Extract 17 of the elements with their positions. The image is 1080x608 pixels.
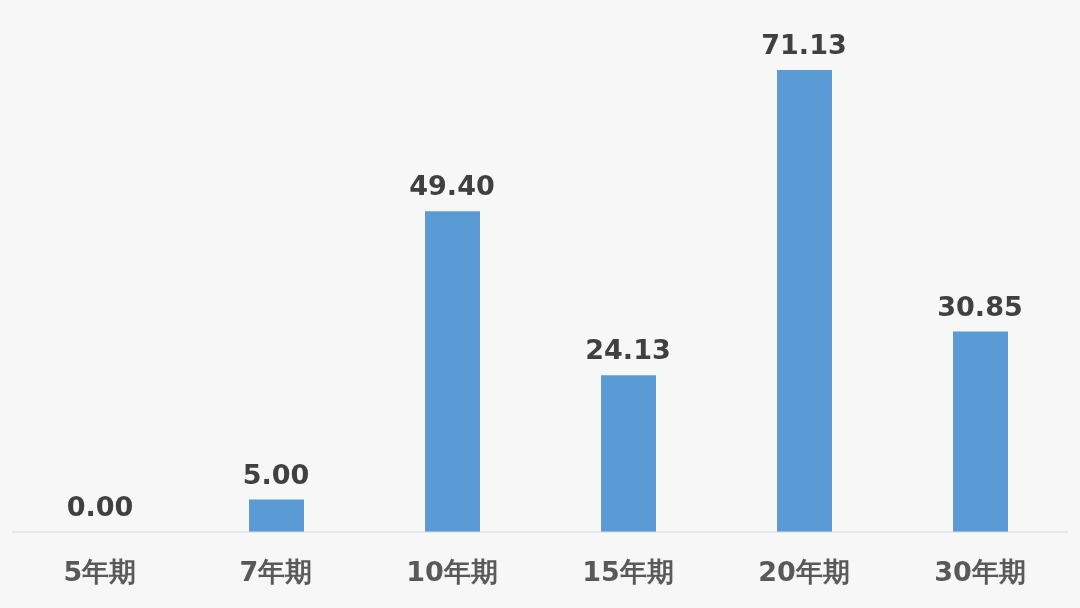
bar: [953, 331, 1008, 532]
data-label: 71.13: [761, 29, 847, 60]
data-label: 0.00: [66, 491, 134, 522]
data-label: 5.00: [242, 458, 310, 490]
bar: [601, 375, 656, 532]
data-label: 49.40: [409, 170, 495, 202]
bar: [777, 70, 832, 532]
x-tick-label: 10年期: [406, 556, 498, 588]
x-tick-label: 20年期: [758, 556, 850, 588]
bar: [425, 211, 480, 532]
x-tick-label: 30年期: [934, 556, 1026, 588]
x-tick-label: 7年期: [239, 556, 313, 588]
data-label: 24.13: [585, 334, 671, 366]
x-tick-label: 15年期: [582, 556, 674, 588]
bar: [249, 499, 304, 532]
x-tick-label: 5年期: [63, 556, 137, 588]
data-label: 30.85: [937, 290, 1023, 322]
